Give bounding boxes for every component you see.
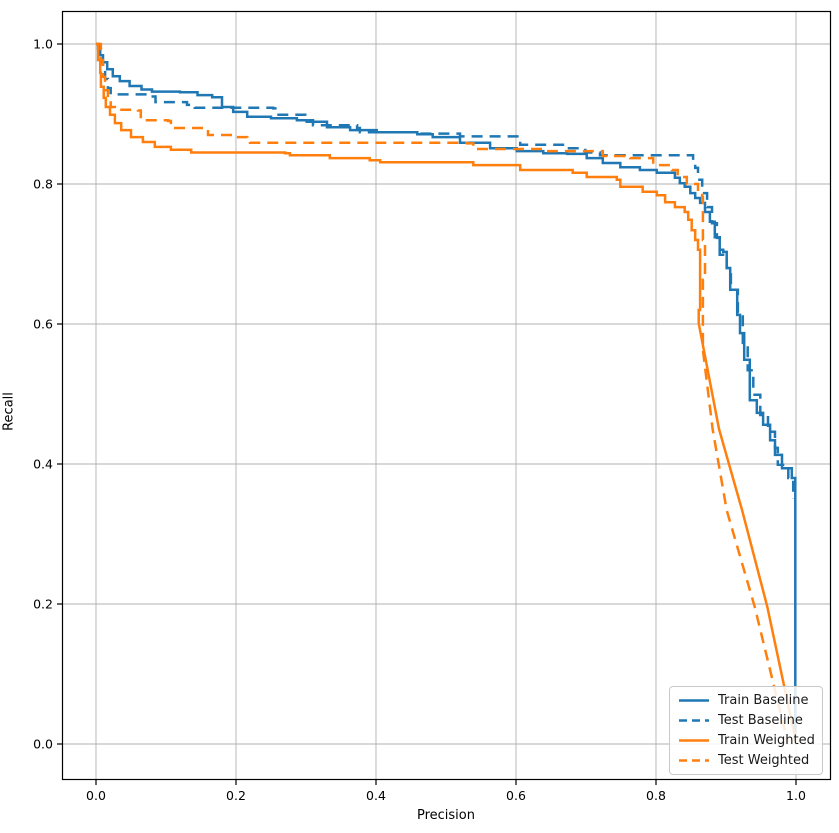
y-tick-label: 0.6 — [33, 317, 53, 332]
series-test-weighted — [96, 42, 789, 743]
x-tick-label: 0.6 — [506, 788, 526, 803]
y-tick-label: 0.8 — [33, 177, 53, 192]
y-tick-label: 0.4 — [33, 457, 53, 472]
series-train-baseline — [96, 42, 797, 737]
legend-item-label: Train Baseline — [718, 693, 809, 709]
series-train-weighted — [96, 42, 798, 743]
y-axis-label: Recall — [1, 392, 17, 431]
x-tick-label: 0.2 — [226, 788, 246, 803]
legend-line-dashed-orange-icon — [679, 758, 709, 762]
y-tick-label: 0.2 — [33, 597, 53, 612]
legend-line-solid-blue-icon — [679, 699, 709, 703]
legend-line-dashed-blue-icon — [679, 719, 709, 722]
legend-item: Train Baseline — [678, 691, 814, 711]
y-tick-label: 0.0 — [33, 737, 53, 752]
x-axis-label: Precision — [416, 808, 475, 823]
axes-spines — [61, 10, 832, 781]
legend-item: Test Weighted — [678, 750, 814, 770]
legend-item: Train Weighted — [678, 731, 815, 751]
x-tick-label: 0.0 — [86, 788, 106, 803]
legend-item-label: Test Baseline — [718, 713, 803, 729]
x-tick-label: 0.8 — [646, 788, 666, 803]
legend-line-solid-orange-icon — [679, 739, 709, 742]
legend-item-label: Test Weighted — [718, 752, 810, 768]
legend: Train Baseline Test Baseline Train Weigh… — [669, 686, 823, 775]
legend-item: Test Baseline — [678, 711, 814, 731]
legend-item-label: Train Weighted — [718, 732, 815, 748]
x-tick-label: 0.4 — [366, 788, 386, 803]
x-tick-label: 1.0 — [786, 788, 806, 803]
y-tick-label: 1.0 — [33, 37, 53, 52]
series-test-baseline — [96, 42, 795, 499]
